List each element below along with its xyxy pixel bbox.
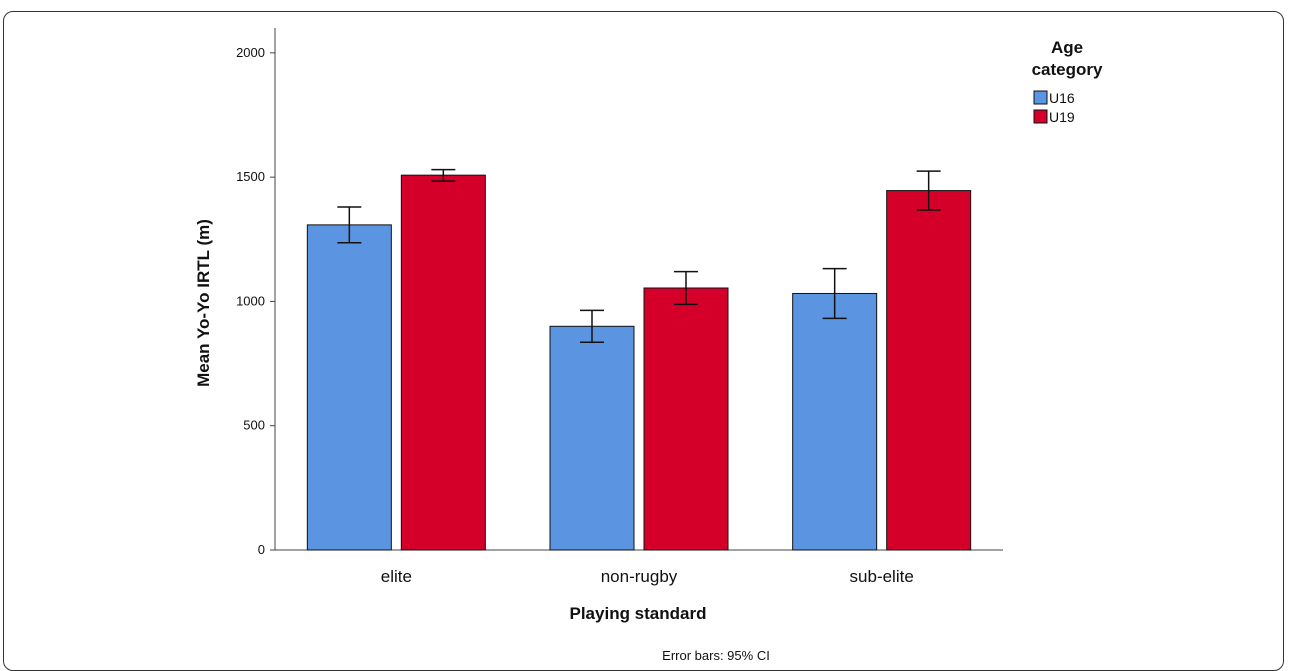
error-bars bbox=[337, 168, 941, 343]
x-tick-label: elite bbox=[381, 567, 412, 586]
bar-u16-sub-elite bbox=[792, 292, 878, 551]
legend-title-line-1: Age bbox=[1051, 38, 1083, 57]
legend-label-u16: U16 bbox=[1049, 90, 1075, 106]
legend-title-line-2: category bbox=[1032, 60, 1103, 79]
bar-u19-elite bbox=[400, 174, 486, 551]
x-tick-label: sub-elite bbox=[850, 567, 914, 586]
bar-u19-non-rugby bbox=[643, 287, 729, 551]
x-axis-label: Playing standard bbox=[570, 604, 707, 623]
bar-u16-elite bbox=[306, 224, 392, 551]
y-tick-label: 0 bbox=[258, 542, 265, 557]
axes bbox=[274, 28, 1003, 551]
y-tick-label: 1000 bbox=[236, 293, 265, 308]
y-tick-label: 500 bbox=[243, 418, 265, 433]
y-tick-label: 1500 bbox=[236, 169, 265, 184]
bars bbox=[306, 174, 972, 551]
y-ticks: 0 500 1000 1500 2000 bbox=[236, 45, 275, 557]
x-ticks: elite non-rugby sub-elite bbox=[381, 567, 914, 586]
legend-swatch-u16 bbox=[1033, 90, 1048, 105]
bar-u19-sub-elite bbox=[886, 190, 972, 551]
legend-label-u19: U19 bbox=[1049, 109, 1075, 125]
bar-u16-non-rugby bbox=[549, 325, 635, 551]
error-bars-footnote: Error bars: 95% CI bbox=[662, 648, 770, 663]
y-tick-label: 2000 bbox=[236, 45, 265, 60]
legend-swatch-u19 bbox=[1033, 109, 1048, 124]
y-axis-label: Mean Yo-Yo IRTL (m) bbox=[194, 219, 213, 387]
x-tick-label: non-rugby bbox=[601, 567, 678, 586]
